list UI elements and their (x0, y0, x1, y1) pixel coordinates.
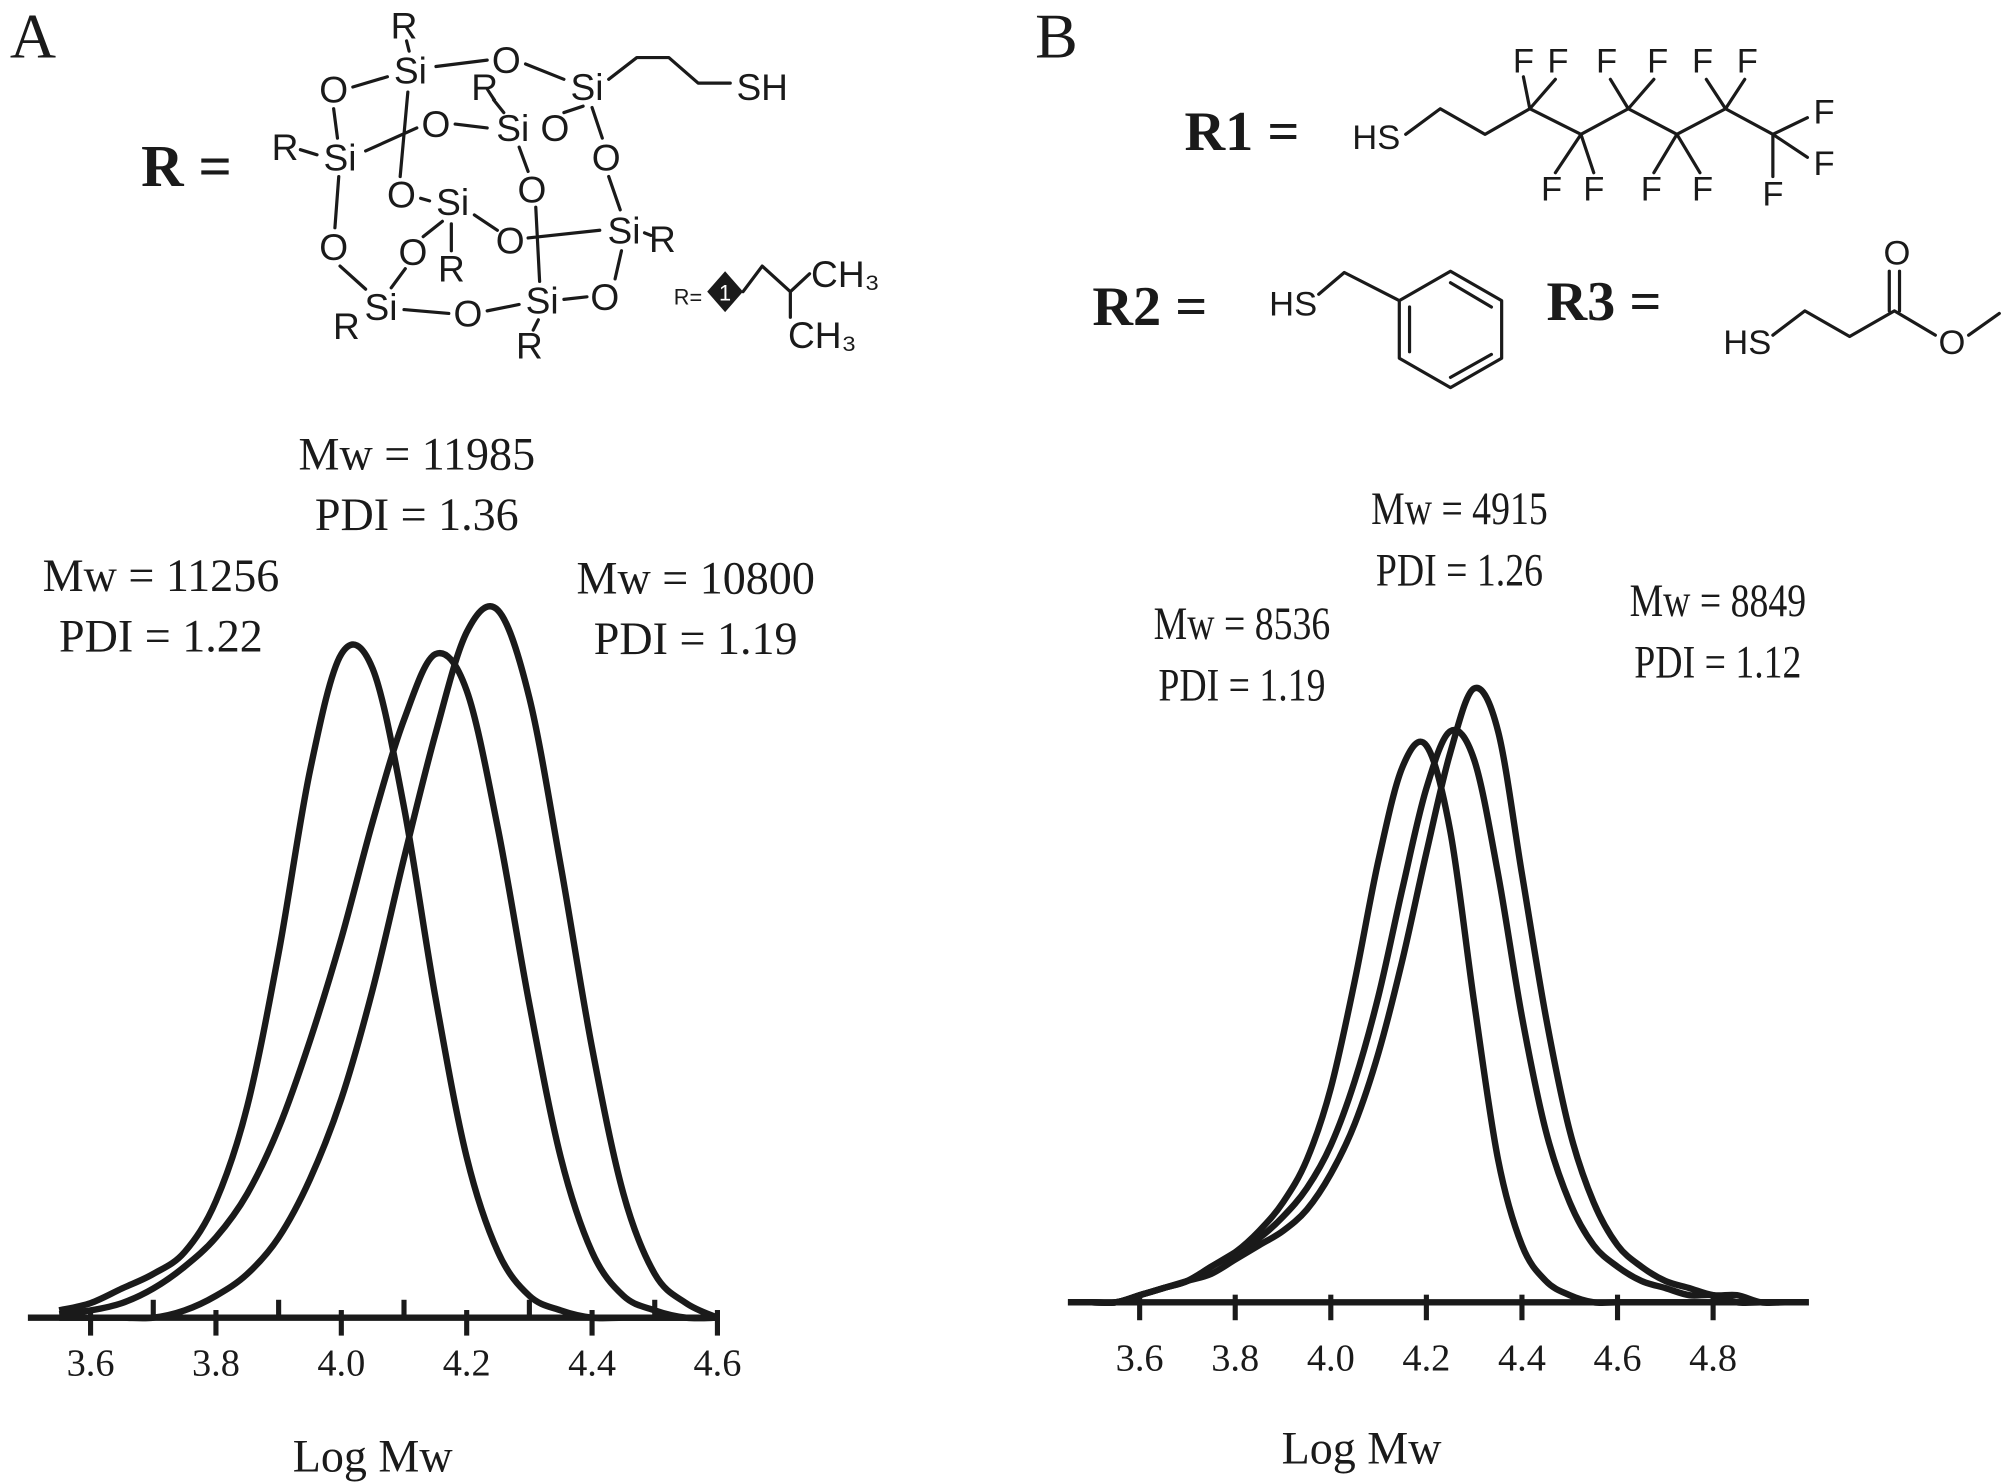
annotation: PDI = 1.12 (1634, 637, 1801, 688)
bonds-b (1317, 75, 2001, 390)
annotation: PDI = 1.19 (594, 613, 798, 664)
structure-lhs: R = (141, 134, 232, 199)
atom-label: R (272, 126, 299, 168)
atom-label: SH (736, 66, 788, 108)
annotation: Mw = 4915 (1371, 483, 1548, 534)
annotation: PDI = 1.19 (1158, 660, 1325, 711)
atom-label: O (422, 103, 451, 145)
atom-label: R (516, 324, 543, 366)
atom-label: O (592, 136, 621, 178)
atom-label: Si (324, 136, 357, 178)
atom-label: O (387, 173, 416, 215)
atom-label: F (1596, 42, 1617, 80)
atom-label: Si (496, 107, 529, 149)
atom-label: HS (1352, 119, 1400, 157)
atom-label: O (1939, 324, 1966, 362)
atom-label: O (319, 226, 348, 268)
x-tick-label: 4.8 (1689, 1338, 1737, 1380)
curve (1067, 684, 1809, 1307)
x-tick-label: 4.6 (1594, 1338, 1642, 1380)
atom-label: O (492, 39, 521, 81)
atom-label: F (1762, 175, 1783, 213)
curve (58, 649, 718, 1322)
x-axis-label: Log Mw (293, 1430, 454, 1481)
x-tick-label: 3.8 (192, 1343, 240, 1385)
atom-label: F (1583, 170, 1604, 208)
atom-label: O (541, 107, 570, 149)
x-tick-label: 4.2 (443, 1343, 491, 1385)
annotation: Mw = 10800 (577, 553, 815, 604)
x-tick-label: 3.8 (1211, 1338, 1259, 1380)
atom-label: R (391, 5, 418, 47)
structure-lhs: R1 = (1184, 101, 1299, 163)
annotation: PDI = 1.26 (1376, 545, 1543, 596)
atom-label: CH₃ (788, 314, 857, 356)
atom-label: F (1692, 170, 1713, 208)
x-tick-label: 4.6 (693, 1343, 741, 1385)
x-tick-label: 3.6 (67, 1343, 115, 1385)
atom-label: F (1647, 42, 1668, 80)
curve (59, 603, 719, 1322)
bonds-a (298, 39, 812, 332)
structure-lhs: R2 = (1092, 276, 1207, 338)
atom-label: F (1692, 42, 1713, 80)
atom-label: CH₃ (811, 253, 880, 295)
atom-label: R (333, 305, 360, 347)
atom-label: O (399, 231, 428, 273)
atom-label: O (454, 292, 483, 334)
annotation: PDI = 1.36 (315, 489, 519, 540)
curve (1067, 726, 1809, 1307)
structure-lhs: R3 = (1547, 271, 1662, 333)
atom-label: Si (436, 181, 469, 223)
atom-label: R (438, 248, 465, 290)
atom-label: F (1813, 145, 1834, 183)
x-tick-label: 4.4 (1498, 1338, 1546, 1380)
annotation: Mw = 11985 (298, 429, 535, 480)
atom-label: F (1641, 170, 1662, 208)
atom-label: F (1813, 94, 1834, 132)
atom-label: O (319, 69, 348, 111)
atom-label: O (518, 168, 547, 210)
annotation: PDI = 1.22 (59, 610, 263, 661)
x-tick-label: 4.0 (1307, 1338, 1355, 1380)
x-tick-label: 4.4 (568, 1343, 616, 1385)
x-tick-label: 4.2 (1402, 1338, 1450, 1380)
annotation: Mw = 11256 (43, 550, 280, 601)
atom-label: Si (364, 286, 397, 328)
x-tick-label: 4.0 (317, 1343, 365, 1385)
x-tick-label: 3.6 (1116, 1338, 1164, 1380)
panel-label: B (1035, 0, 1078, 71)
annotation: Mw = 8536 (1154, 599, 1331, 650)
atom-label: F (1541, 170, 1562, 208)
atom-label: F (1737, 42, 1758, 80)
atom-label: Si (526, 280, 559, 322)
atom-label: Si (394, 49, 427, 91)
atom-label: O (496, 220, 525, 262)
atom-label: R (471, 66, 498, 108)
atom-label: F (1547, 42, 1568, 80)
atom-label: HS (1269, 285, 1317, 323)
x-axis-label: Log Mw (1282, 1423, 1443, 1474)
atom-label: O (1884, 234, 1911, 272)
atom-label: F (1513, 42, 1534, 80)
curve (58, 641, 718, 1322)
substituent-label: R= (674, 284, 702, 309)
annotation: Mw = 8849 (1630, 576, 1807, 627)
atom-label: O (590, 276, 619, 318)
panel-label: A (10, 0, 56, 71)
atom-label: Si (570, 66, 603, 108)
atom-label: HS (1723, 324, 1771, 362)
substituent-marker: 1 (719, 280, 731, 305)
atom-label: R (649, 218, 676, 260)
curve (1067, 738, 1809, 1307)
atom-label: Si (608, 209, 641, 251)
